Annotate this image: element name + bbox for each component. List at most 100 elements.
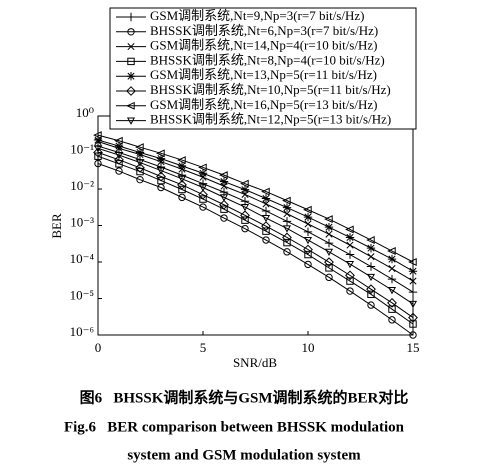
marker xyxy=(156,171,166,182)
marker xyxy=(408,258,417,266)
marker xyxy=(198,189,208,200)
marker xyxy=(366,236,375,245)
legend-marker xyxy=(127,43,135,51)
marker xyxy=(198,179,208,188)
marker xyxy=(136,167,144,176)
marker xyxy=(199,203,207,211)
marker xyxy=(325,273,333,282)
marker xyxy=(114,136,123,145)
caption: 图6 BHSSK调制系统与GSM调制系统的BER对比 xyxy=(80,388,409,406)
marker xyxy=(177,179,187,190)
marker xyxy=(220,205,228,213)
marker xyxy=(156,167,166,175)
marker xyxy=(177,161,187,171)
marker xyxy=(367,290,375,299)
marker xyxy=(304,260,312,269)
marker xyxy=(408,266,418,276)
marker xyxy=(93,147,103,158)
marker xyxy=(219,171,228,180)
marker xyxy=(115,167,123,175)
marker xyxy=(325,264,333,272)
series-line xyxy=(97,147,414,305)
marker xyxy=(325,230,333,238)
marker xyxy=(303,227,313,237)
marker xyxy=(262,236,270,244)
legend-marker xyxy=(126,86,136,96)
marker xyxy=(387,297,397,308)
marker xyxy=(177,170,187,180)
legend-label: BHSSK调制系统,Nt=12,Np=5(r=13 bit/s/Hz) xyxy=(150,112,391,127)
marker xyxy=(262,200,270,208)
marker xyxy=(409,277,417,285)
marker xyxy=(304,250,312,259)
marker xyxy=(219,199,229,210)
marker xyxy=(94,152,102,160)
marker xyxy=(387,287,397,295)
marker xyxy=(282,196,291,205)
marker xyxy=(387,254,397,264)
x-tick-label: 15 xyxy=(407,340,420,355)
marker xyxy=(387,247,396,255)
marker xyxy=(324,215,333,224)
marker xyxy=(262,227,270,235)
legend-marker xyxy=(127,28,135,36)
marker xyxy=(345,250,355,259)
marker xyxy=(93,145,103,153)
legend-label: BHSSK调制系统,Nt=6,Np=3(r=7 bit/s/Hz) xyxy=(150,23,378,38)
marker xyxy=(283,238,291,247)
marker xyxy=(178,193,186,202)
marker xyxy=(367,253,375,261)
marker xyxy=(157,183,165,192)
series-line xyxy=(97,163,414,336)
marker xyxy=(388,305,396,313)
marker xyxy=(346,241,354,249)
marker xyxy=(178,185,186,194)
x-tick-label: 5 xyxy=(200,340,207,355)
marker xyxy=(345,233,355,242)
legend-label: GSM调制系统,Nt=9,Np=3(r=7 bit/s/Hz) xyxy=(150,8,364,23)
marker xyxy=(324,222,334,232)
marker xyxy=(303,205,312,214)
marker xyxy=(135,148,145,157)
series-line xyxy=(97,134,414,263)
marker xyxy=(366,243,376,253)
marker xyxy=(388,316,396,324)
y-tick-label: 10⁻⁵ xyxy=(70,287,94,302)
y-tick-label: 10⁻¹ xyxy=(70,141,94,156)
y-tick-label: 10⁻³ xyxy=(70,214,94,229)
marker xyxy=(408,287,418,297)
legend-marker xyxy=(126,117,136,125)
marker xyxy=(93,135,103,145)
marker xyxy=(388,265,396,273)
y-tick-label: 10⁻⁶ xyxy=(70,324,94,339)
legend-marker xyxy=(126,101,135,110)
x-tick-label: 10 xyxy=(302,340,315,355)
marker xyxy=(199,195,207,203)
marker xyxy=(114,154,124,165)
marker xyxy=(283,248,291,256)
marker xyxy=(219,194,229,202)
marker xyxy=(366,273,376,282)
marker xyxy=(157,176,165,185)
legend-marker xyxy=(127,57,135,66)
y-axis-label: BER xyxy=(49,213,64,239)
marker xyxy=(198,184,208,192)
marker xyxy=(136,175,144,184)
marker xyxy=(324,238,334,248)
y-tick-label: 10⁻⁴ xyxy=(70,251,95,266)
marker xyxy=(303,212,313,222)
marker xyxy=(219,177,229,186)
marker xyxy=(367,301,375,309)
y-tick-label: 10⁻² xyxy=(70,178,94,193)
marker xyxy=(94,159,102,168)
legend-label: GSM调制系统,Nt=14,Np=4(r=10 bit/s/Hz) xyxy=(150,38,377,53)
marker xyxy=(240,185,250,194)
marker xyxy=(408,312,418,323)
marker xyxy=(261,214,271,223)
marker xyxy=(387,274,397,284)
marker xyxy=(282,232,292,243)
legend-label: BHSSK调制系统,Nt=10,Np=5(r=11 bit/s/Hz) xyxy=(150,82,391,97)
marker xyxy=(241,216,249,224)
legend-marker xyxy=(126,72,136,81)
